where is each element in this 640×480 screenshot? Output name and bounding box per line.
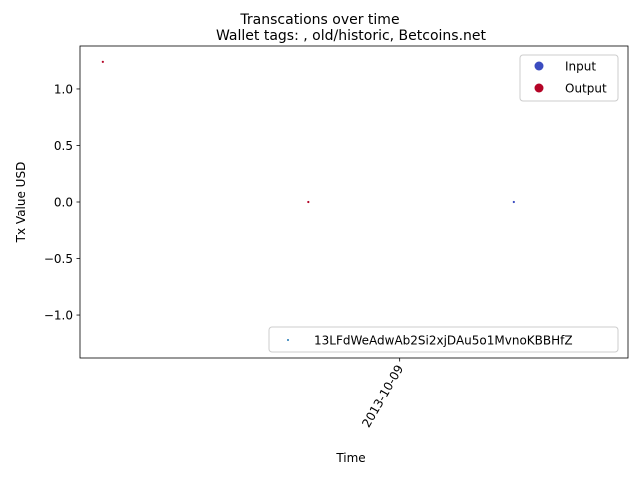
x-axis-label: Time xyxy=(335,451,365,465)
y-axis: −1.0 −0.5 0.0 0.5 1.0 xyxy=(44,82,80,323)
x-tick-label: 2013-10-09 xyxy=(359,363,406,430)
y-tick-label: 1.0 xyxy=(54,82,73,96)
y-tick-label: −1.0 xyxy=(44,309,73,323)
y-tick-label: 0.5 xyxy=(54,139,73,153)
legend-type: Input Output xyxy=(519,54,619,102)
legend-address-marker xyxy=(287,339,289,341)
legend-input-label: Input xyxy=(565,60,596,74)
data-point-input xyxy=(512,200,515,204)
data-point-output xyxy=(101,60,104,63)
x-axis: 2013-10-09 xyxy=(359,358,406,430)
chart-suptitle: Transcations over time xyxy=(239,12,399,28)
legend-type-frame xyxy=(519,54,619,102)
legend-output-marker xyxy=(534,83,544,93)
y-tick-label: 0.0 xyxy=(54,196,73,210)
data-point-output xyxy=(307,200,310,204)
legend-address: 13LFdWeAdwAb2Si2xjDAu5o1MvnoKBBHfZ xyxy=(268,326,619,353)
y-axis-label: Tx Value USD xyxy=(14,162,28,244)
data-points xyxy=(101,60,515,204)
legend-input-marker xyxy=(534,61,544,71)
y-tick-label: −0.5 xyxy=(44,252,73,266)
chart-title: Wallet tags: , old/historic, Betcoins.ne… xyxy=(216,28,487,44)
legend-address-frame xyxy=(268,326,619,353)
legend-address-label: 13LFdWeAdwAb2Si2xjDAu5o1MvnoKBBHfZ xyxy=(314,334,573,348)
legend-output-label: Output xyxy=(565,82,607,96)
